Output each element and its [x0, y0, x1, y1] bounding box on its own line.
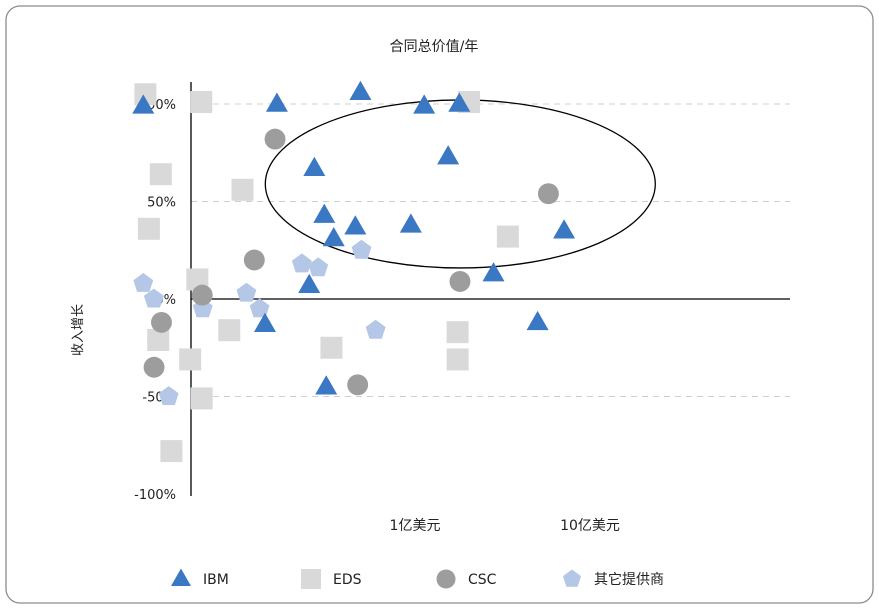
data-point-triangle	[298, 273, 321, 294]
data-point-circle	[347, 374, 369, 396]
chart-title: 合同总价值/年	[390, 39, 479, 55]
data-point-square	[179, 348, 202, 371]
data-point-pentagon	[308, 257, 329, 277]
data-point-pentagon	[158, 386, 179, 405]
data-point-pentagon	[351, 239, 372, 259]
data-point-square	[137, 217, 160, 240]
data-point-triangle	[344, 215, 367, 235]
data-point-square	[134, 83, 157, 106]
legend-marker-pentagon	[563, 569, 581, 587]
data-point-square	[446, 348, 469, 371]
y-axis-label: 收入增长	[71, 304, 86, 356]
data-point-triangle	[437, 145, 460, 165]
data-point-triangle	[482, 262, 505, 282]
data-point-square	[190, 387, 213, 410]
data-point-triangle	[253, 312, 276, 333]
data-point-circle	[243, 249, 265, 271]
y-tick-label: 50%	[147, 196, 176, 211]
data-point-square	[149, 163, 172, 186]
data-point-pentagon	[365, 319, 386, 339]
legend-label: IBM	[203, 572, 229, 588]
data-point-circle	[143, 356, 165, 378]
gridlines	[191, 103, 790, 397]
data-point-circle	[449, 271, 471, 292]
data-point-triangle	[448, 92, 471, 112]
data-point-square	[218, 319, 241, 342]
chart-border	[5, 5, 874, 604]
data-point-triangle	[399, 213, 422, 233]
legend-marker-square	[301, 569, 321, 589]
x-tick-label: 10亿美元	[560, 518, 620, 534]
data-point-pentagon	[236, 282, 257, 302]
data-point-pentagon	[249, 298, 270, 318]
data-point-triangle	[553, 219, 576, 239]
data-point-triangle	[526, 310, 549, 331]
data-point-square	[446, 321, 469, 344]
legend: IBM EDS CSC 其它提供商	[171, 568, 664, 589]
data-points	[132, 80, 576, 463]
legend-marker-triangle	[171, 568, 191, 586]
y-tick-label: -100%	[134, 488, 176, 503]
data-point-square	[147, 328, 170, 351]
x-tick-label: 1亿美元	[390, 518, 441, 534]
data-point-triangle	[322, 227, 345, 247]
data-point-triangle	[313, 203, 336, 223]
data-point-triangle	[132, 94, 155, 114]
data-point-square	[496, 225, 519, 248]
legend-label: CSC	[468, 572, 497, 588]
legend-marker-circle	[436, 569, 456, 589]
legend-label: EDS	[333, 572, 362, 588]
data-point-square	[160, 440, 183, 463]
legend-label: 其它提供商	[594, 571, 664, 588]
data-point-triangle	[303, 156, 326, 177]
data-point-circle	[537, 183, 559, 205]
data-point-triangle	[413, 94, 436, 114]
data-point-pentagon	[291, 253, 312, 273]
data-point-square	[190, 91, 213, 114]
data-point-square	[231, 178, 254, 201]
data-point-triangle	[349, 80, 372, 100]
data-point-pentagon	[133, 272, 154, 292]
data-point-pentagon	[143, 288, 164, 308]
data-point-square	[320, 336, 343, 359]
data-point-triangle	[315, 375, 338, 395]
data-point-circle	[151, 311, 172, 333]
data-point-circle	[191, 284, 213, 306]
data-point-triangle	[265, 92, 288, 112]
data-point-circle	[264, 128, 286, 150]
